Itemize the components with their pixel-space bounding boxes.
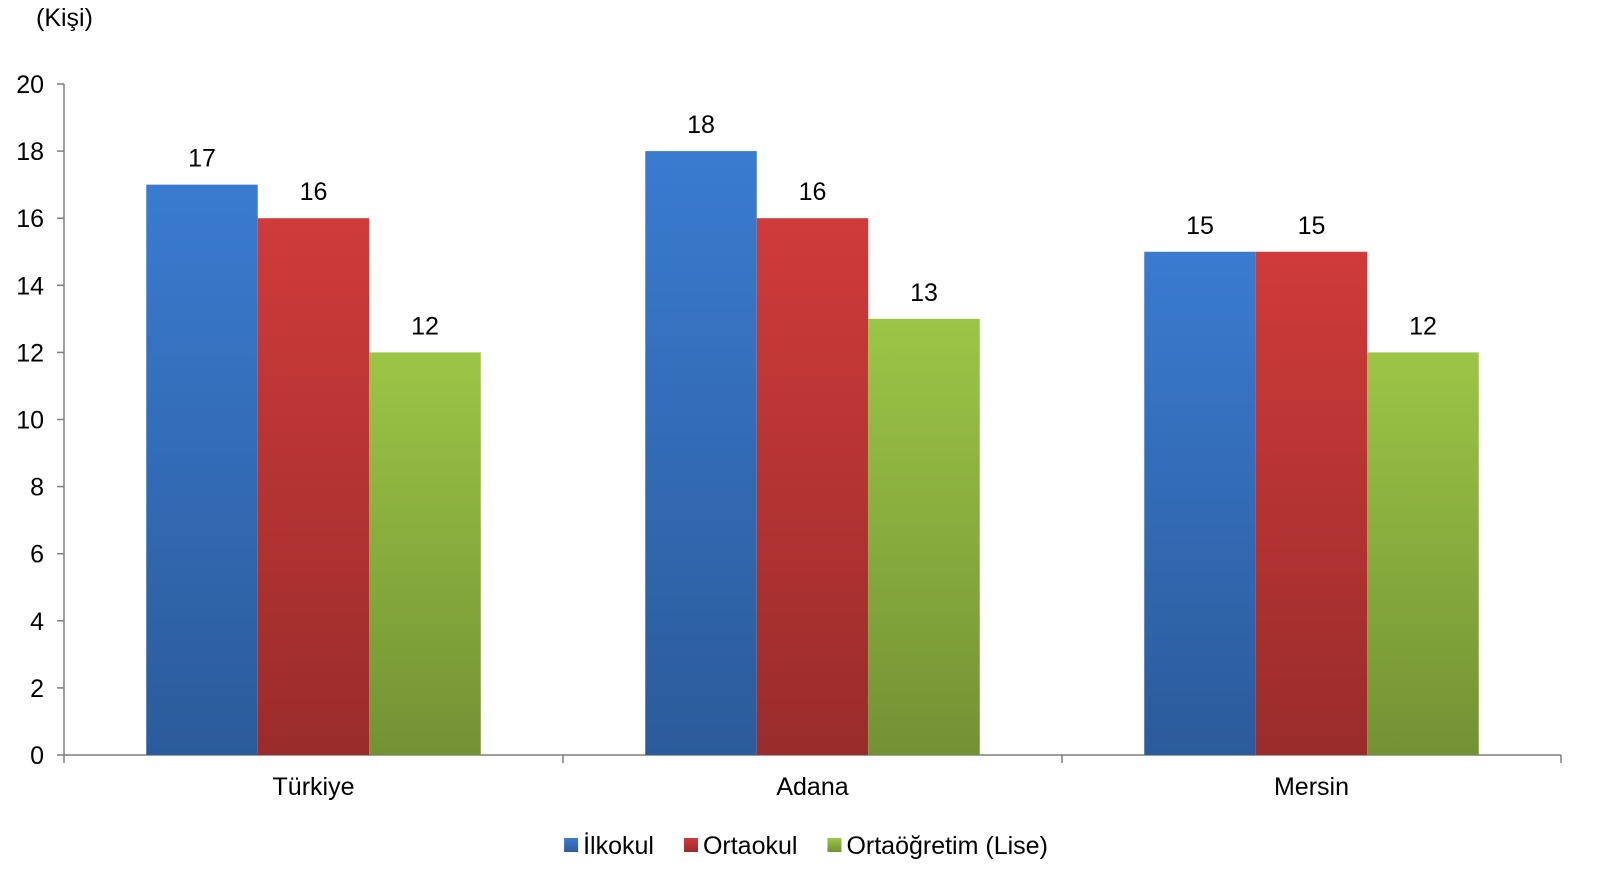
x-category-label: Türkiye: [273, 773, 355, 801]
bar-turkiye-ortaogretim-lise: [369, 352, 481, 755]
axes: 0 2 4 6 8 10 12 14 16 18 20 Türkiye Adana Mersin: [16, 71, 1562, 801]
y-tick-label: 0: [30, 742, 44, 770]
y-tick-label: 6: [30, 541, 44, 569]
y-tick-label: 2: [30, 675, 44, 703]
bar-mersin-ortaogretim-lise: [1367, 352, 1479, 755]
x-category-label: Adana: [776, 773, 848, 801]
data-label: 17: [188, 145, 216, 173]
bar-turkiye-ortaokul: [257, 218, 370, 755]
data-label: 13: [910, 279, 938, 307]
bar-mersin-ilkokul: [1144, 251, 1256, 755]
data-label: 16: [300, 178, 328, 206]
legend-label: Ortaöğretim (Lise): [846, 832, 1047, 860]
y-tick-label: 4: [30, 608, 44, 636]
bar-adana-ortaogretim-lise: [868, 318, 980, 755]
legend-swatch: [827, 838, 842, 852]
legend-item-ilkokul: İlkokul: [564, 831, 654, 860]
x-category-label: Mersin: [1274, 773, 1349, 801]
data-label: 16: [799, 178, 827, 206]
y-tick-label: 8: [30, 474, 44, 502]
y-tick-label: 20: [16, 71, 44, 99]
data-label: 12: [411, 312, 439, 340]
bar-mersin-ortaokul: [1255, 251, 1368, 755]
y-axis-unit-label: (Kişi): [36, 4, 93, 32]
y-tick-label: 18: [16, 138, 44, 166]
bars-group: [146, 151, 1479, 756]
y-tick-label: 16: [16, 205, 44, 233]
legend-label: Ortaokul: [703, 832, 797, 860]
legend-label: İlkokul: [583, 831, 654, 860]
y-tick-label: 14: [16, 272, 44, 300]
legend-item-ortaogretim-lise: Ortaöğretim (Lise): [827, 832, 1048, 860]
bar-turkiye-ilkokul: [146, 184, 258, 755]
data-label: 18: [687, 111, 715, 139]
legend-swatch: [564, 838, 579, 852]
legend-item-ortaokul: Ortaokul: [683, 832, 797, 860]
bar-adana-ortaokul: [756, 218, 869, 755]
legend-swatch: [683, 838, 698, 852]
data-label: 12: [1409, 312, 1437, 340]
data-label: 15: [1298, 212, 1326, 240]
legend: İlkokul Ortaokul Ortaöğretim (Lise): [564, 831, 1048, 860]
y-tick-label: 12: [16, 339, 44, 367]
data-label: 15: [1186, 212, 1214, 240]
data-labels-group: 17 16 12 18 16 13 15 15 12: [188, 111, 1437, 340]
bar-adana-ilkokul: [645, 151, 757, 756]
y-tick-label: 10: [16, 407, 44, 435]
